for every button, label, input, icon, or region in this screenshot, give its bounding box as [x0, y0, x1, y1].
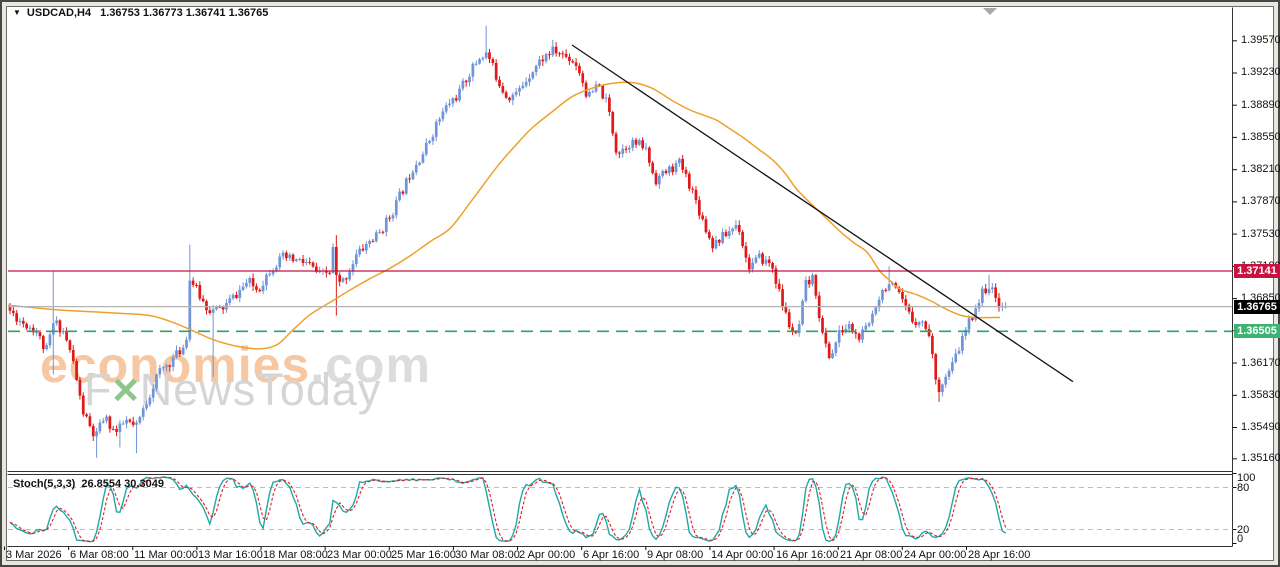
- time-axis-label: 16 Apr 16:00: [776, 549, 839, 561]
- stochastic-values: 26.8554 30.3049: [81, 478, 164, 490]
- symbol-collapse-icon[interactable]: ▼: [13, 8, 21, 17]
- stoch-axis-label: 100: [1237, 472, 1256, 484]
- time-axis-label: 6 Mar 08:00: [70, 549, 129, 561]
- price-axis-label: 1.39230: [1241, 66, 1280, 78]
- chart-symbol-timeframe: USDCAD,H4: [26, 7, 92, 19]
- price-axis-label: 1.38210: [1241, 163, 1280, 175]
- time-axis-label: 6 Apr 16:00: [583, 549, 640, 561]
- time-axis-label: 14 Apr 00:00: [711, 549, 774, 561]
- stochastic-label: Stoch(5,3,3) 26.8554 30.3049: [13, 478, 164, 491]
- time-axis-label: 25 Mar 16:00: [391, 549, 456, 561]
- stoch-axis-label: 80: [1237, 482, 1250, 494]
- chart-background: [6, 6, 1274, 561]
- support-price-tag: 1.36505: [1234, 324, 1280, 338]
- time-axis-label: 21 Apr 08:00: [840, 549, 903, 561]
- time-axis-label: 2 Apr 00:00: [519, 549, 576, 561]
- price-axis-label: 1.36170: [1241, 357, 1280, 369]
- current-price-tag: 1.36765: [1234, 300, 1280, 314]
- stoch-axis-label: 0: [1237, 533, 1244, 545]
- chart-shift-marker-icon[interactable]: [983, 8, 997, 15]
- chart-title: ▼ USDCAD,H4 1.36753 1.36773 1.36741 1.3676…: [13, 6, 268, 20]
- stoch-axis-label: 20: [1237, 524, 1250, 536]
- price-axis-label: 1.38550: [1241, 131, 1280, 143]
- chart-ohlc-values: 1.36753 1.36773 1.36741 1.36765: [100, 7, 269, 19]
- time-axis-label: 23 Mar 00:00: [327, 549, 392, 561]
- price-axis-label: 1.35490: [1241, 421, 1280, 433]
- time-axis-label: 28 Apr 16:00: [968, 549, 1031, 561]
- stochastic-plot: [9, 476, 1007, 543]
- price-axis-label: 1.35160: [1241, 452, 1280, 464]
- time-axis-label: 24 Apr 00:00: [904, 549, 967, 561]
- price-axis-label: 1.37530: [1241, 228, 1280, 240]
- descending-trendline[interactable]: [571, 44, 1074, 383]
- moving-average-line[interactable]: [8, 81, 1001, 350]
- resistance-price-tag: 1.37141: [1234, 264, 1280, 278]
- time-axis-label: 18 Mar 08:00: [263, 549, 328, 561]
- time-axis-label: 30 Mar 08:00: [455, 549, 520, 561]
- candlesticks: [8, 25, 1008, 458]
- time-axis-label: 3 Mar 2026: [6, 549, 62, 561]
- price-axis-label: 1.35830: [1241, 389, 1280, 401]
- time-axis-label: 9 Apr 08:00: [647, 549, 704, 561]
- time-axis-label: 13 Mar 16:00: [198, 549, 263, 561]
- price-axis-label: 1.38890: [1241, 99, 1280, 111]
- time-axis-label: 11 Mar 00:00: [134, 549, 199, 561]
- price-axis-label: 1.37870: [1241, 195, 1280, 207]
- price-axis-label: 1.39570: [1241, 34, 1280, 46]
- stoch-d-line: [9, 476, 1007, 542]
- stochastic-name: Stoch(5,3,3): [13, 478, 76, 490]
